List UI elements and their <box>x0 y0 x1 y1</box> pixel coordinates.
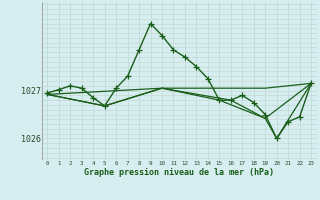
X-axis label: Graphe pression niveau de la mer (hPa): Graphe pression niveau de la mer (hPa) <box>84 168 274 177</box>
